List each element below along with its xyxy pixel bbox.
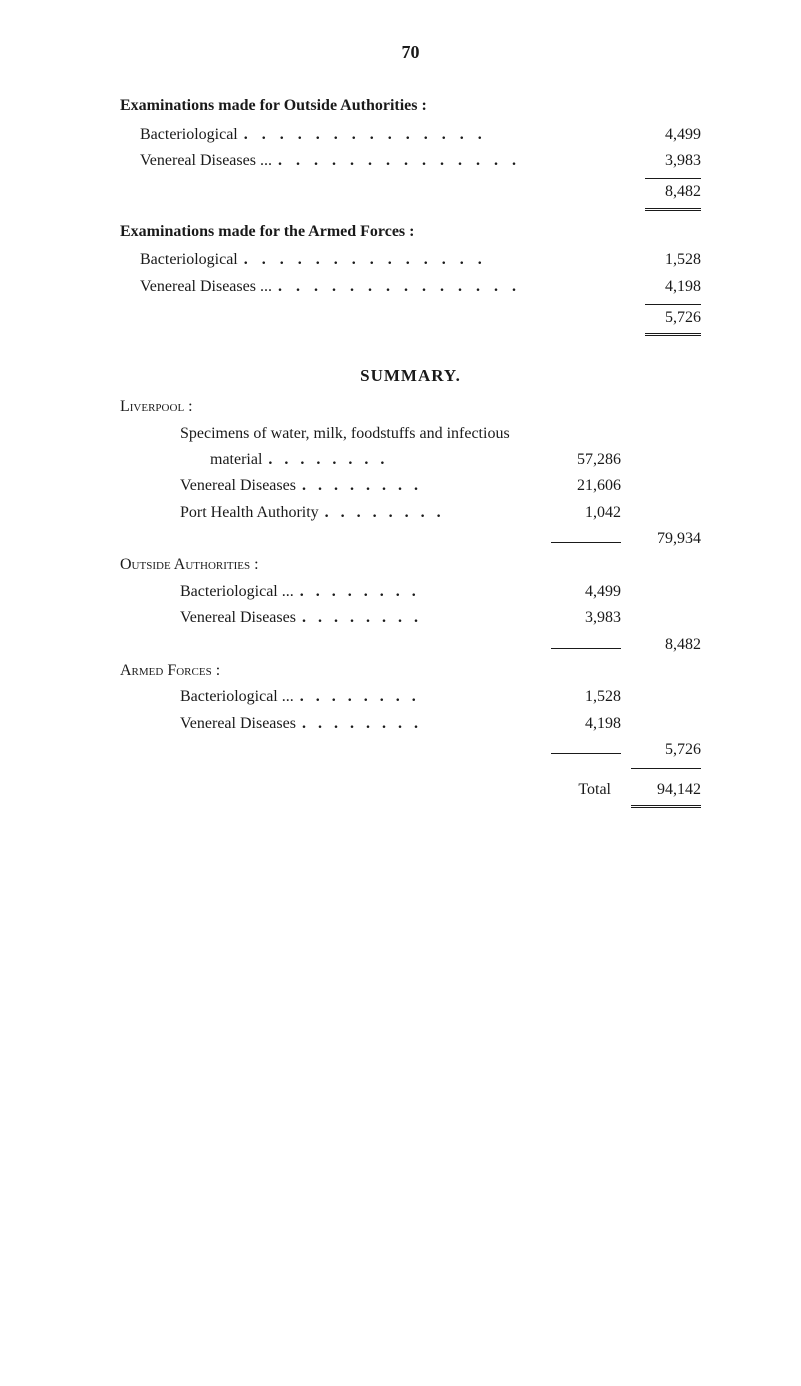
item-label: Venereal Diseases ... xyxy=(140,276,272,298)
rule-col1 xyxy=(551,528,621,550)
leader-dots: .............. xyxy=(272,276,627,298)
line-item: Venereal Diseases ... .............. 4,1… xyxy=(120,276,701,298)
item-label: Bacteriological xyxy=(140,249,238,271)
item-label: material xyxy=(210,449,262,471)
subtotal-row: 5,726 xyxy=(120,739,701,761)
total-value: 94,142 xyxy=(631,779,701,801)
item-value: 3,983 xyxy=(551,607,621,629)
summary-item: Venereal Diseases ........ 3,983 xyxy=(120,607,701,629)
subtotal-value: 5,726 xyxy=(641,307,701,329)
category-label: Liverpool : xyxy=(120,396,701,418)
double-rule xyxy=(120,801,701,808)
section-header: Examinations made for Outside Authoritie… xyxy=(120,95,701,117)
summary-item: Venereal Diseases ........ 21,606 xyxy=(120,475,701,497)
line-item: Bacteriological .............. 4,499 xyxy=(120,124,701,146)
subtotal-value: 8,482 xyxy=(621,634,701,656)
item-label: Venereal Diseases xyxy=(180,607,296,629)
total-label: Total xyxy=(578,779,611,801)
double-rule xyxy=(120,204,701,211)
subtotal-row: 8,482 xyxy=(120,634,701,656)
rule-col1 xyxy=(551,739,621,761)
subtotal-row: 79,934 xyxy=(120,528,701,550)
item-value: 4,499 xyxy=(551,581,621,603)
category-label: Outside Authorities : xyxy=(120,554,701,576)
leader-dots: ........ xyxy=(319,502,551,524)
summary-item: Bacteriological ... ........ 1,528 xyxy=(120,686,701,708)
item-label: Venereal Diseases xyxy=(180,475,296,497)
item-label: Port Health Authority xyxy=(180,502,319,524)
leader-dots: .............. xyxy=(238,124,627,146)
item-label: Bacteriological ... xyxy=(180,686,294,708)
leader-dots: ........ xyxy=(262,449,551,471)
subtotal-row: 8,482 xyxy=(120,181,701,203)
leader-dots: ........ xyxy=(296,475,551,497)
summary-armed: Armed Forces : Bacteriological ... .....… xyxy=(120,660,701,762)
item-value: 4,198 xyxy=(627,276,701,298)
section-outside-authorities: Examinations made for Outside Authoritie… xyxy=(120,95,701,211)
item-value: 4,198 xyxy=(551,713,621,735)
item-label: Bacteriological ... xyxy=(180,581,294,603)
summary-item: Venereal Diseases ........ 4,198 xyxy=(120,713,701,735)
item-value: 57,286 xyxy=(551,449,621,471)
item-value: 1,042 xyxy=(551,502,621,524)
item-value: 3,983 xyxy=(627,150,701,172)
leader-dots: ........ xyxy=(294,581,551,603)
summary-outside: Outside Authorities : Bacteriological ..… xyxy=(120,554,701,656)
item-label: Venereal Diseases ... xyxy=(140,150,272,172)
item-label: Bacteriological xyxy=(140,124,238,146)
summary-item: material ........ 57,286 xyxy=(120,449,701,471)
section-armed-forces: Examinations made for the Armed Forces :… xyxy=(120,221,701,337)
leader-dots: ........ xyxy=(296,607,551,629)
leader-dots: .............. xyxy=(272,150,627,172)
subtotal-row: 5,726 xyxy=(120,307,701,329)
subtotal-value: 8,482 xyxy=(641,181,701,203)
leader-dots: .............. xyxy=(238,249,627,271)
item-value: 21,606 xyxy=(551,475,621,497)
subtotal-value: 79,934 xyxy=(621,528,701,550)
subtotal-value: 5,726 xyxy=(621,739,701,761)
total-rule xyxy=(120,766,701,771)
category-label: Armed Forces : xyxy=(120,660,701,682)
summary-title: SUMMARY. xyxy=(120,364,701,388)
rule-col1 xyxy=(551,634,621,656)
item-value: 1,528 xyxy=(627,249,701,271)
line-item: Bacteriological .............. 1,528 xyxy=(120,249,701,271)
page-number: 70 xyxy=(120,40,701,65)
section-header: Examinations made for the Armed Forces : xyxy=(120,221,701,243)
summary-item: Bacteriological ... ........ 4,499 xyxy=(120,581,701,603)
leader-dots: ........ xyxy=(294,686,551,708)
description-line: Specimens of water, milk, foodstuffs and… xyxy=(120,423,701,445)
item-value: 1,528 xyxy=(551,686,621,708)
summary-liverpool: Liverpool : Specimens of water, milk, fo… xyxy=(120,396,701,550)
total-row: Total 94,142 xyxy=(120,779,701,801)
item-label: Venereal Diseases xyxy=(180,713,296,735)
item-value: 4,499 xyxy=(627,124,701,146)
leader-dots: ........ xyxy=(296,713,551,735)
summary-item: Port Health Authority ........ 1,042 xyxy=(120,502,701,524)
line-item: Venereal Diseases ... .............. 3,9… xyxy=(120,150,701,172)
double-rule xyxy=(120,329,701,336)
